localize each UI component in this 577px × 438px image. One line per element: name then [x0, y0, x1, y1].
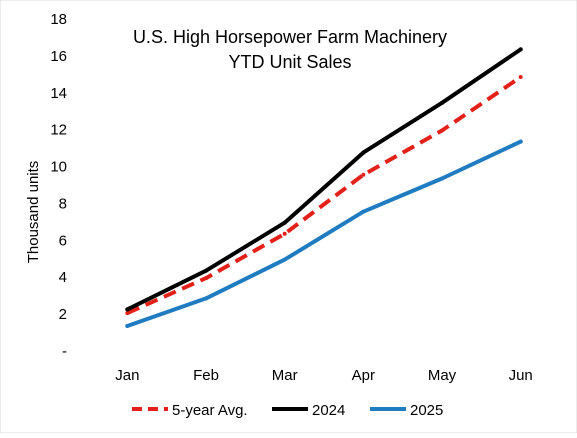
data-point	[282, 231, 287, 236]
x-tick-label: Jan	[115, 367, 139, 384]
data-point	[204, 268, 208, 273]
series-line-0	[126, 75, 522, 315]
y-tick-label: -	[62, 343, 67, 360]
x-axis-ticks: Jan Feb Mar Apr May Jun	[115, 367, 533, 384]
data-point	[361, 172, 366, 177]
chart-title-line-2: YTD Unit Sales	[228, 52, 351, 72]
data-point	[125, 311, 130, 316]
data-point	[440, 100, 444, 105]
data-point	[518, 47, 523, 52]
data-point	[518, 75, 523, 80]
series-line-1	[125, 47, 523, 312]
data-point	[440, 176, 444, 181]
y-tick-label: 6	[59, 232, 67, 249]
y-tick-label: 2	[59, 306, 67, 323]
x-tick-label: Mar	[272, 367, 298, 384]
data-point	[204, 276, 208, 281]
y-tick-label: 12	[50, 122, 67, 139]
y-axis-ticks: - 2 4 6 8 10 12 14 16 18	[50, 11, 67, 360]
x-tick-label: Apr	[352, 367, 375, 384]
data-point	[125, 307, 130, 312]
legend-label: 5-year Avg.	[172, 402, 248, 419]
data-point	[282, 257, 287, 262]
y-tick-label: 14	[50, 85, 67, 102]
series-line-2	[125, 139, 523, 328]
data-point	[440, 128, 444, 133]
chart-title-line-1: U.S. High Horsepower Farm Machinery	[133, 27, 447, 47]
legend-label: 2024	[312, 402, 345, 419]
y-axis-label: Thousand units	[25, 161, 42, 264]
x-tick-label: Jun	[509, 367, 533, 384]
data-point	[361, 150, 366, 155]
data-point	[125, 324, 130, 329]
y-tick-label: 8	[59, 195, 67, 212]
data-point	[518, 139, 523, 144]
legend-label: 2025	[410, 402, 443, 419]
series-lines	[125, 47, 523, 329]
y-tick-label: 10	[50, 159, 67, 176]
data-point	[361, 209, 366, 214]
data-point	[282, 220, 287, 225]
y-tick-label: 4	[59, 269, 67, 286]
x-tick-label: May	[428, 367, 457, 384]
y-tick-label: 18	[50, 11, 67, 28]
legend: 5-year Avg. 2024 2025	[132, 402, 443, 419]
data-point	[204, 296, 208, 301]
y-tick-label: 16	[50, 48, 67, 65]
x-tick-label: Feb	[193, 367, 219, 384]
